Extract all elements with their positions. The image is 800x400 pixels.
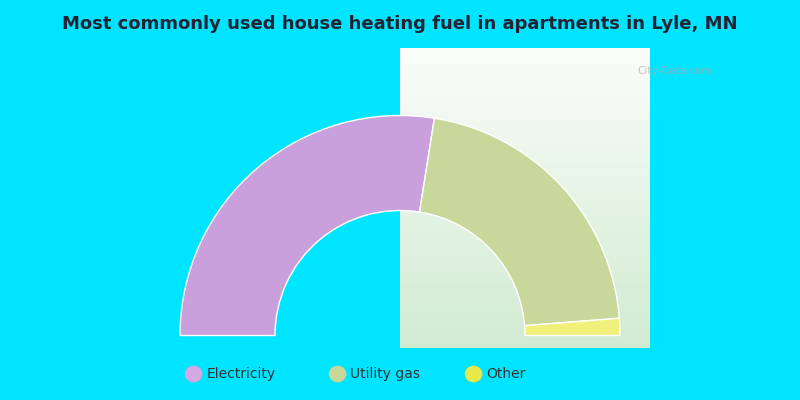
Bar [400, 52, 650, 56]
Bar [400, 138, 650, 142]
Ellipse shape [329, 366, 346, 382]
Ellipse shape [185, 366, 202, 382]
Bar [400, 310, 650, 314]
Bar [400, 176, 650, 179]
Bar [400, 213, 650, 217]
Bar [400, 322, 650, 326]
Bar [400, 134, 650, 138]
Bar [400, 318, 650, 322]
Bar [400, 314, 650, 318]
Text: Utility gas: Utility gas [350, 367, 421, 381]
Bar [400, 164, 650, 168]
Bar [400, 198, 650, 202]
Bar [400, 112, 650, 116]
Bar [400, 179, 650, 183]
Bar [400, 258, 650, 262]
Bar [400, 157, 650, 160]
Bar [400, 187, 650, 190]
Bar [400, 190, 650, 194]
Bar [400, 254, 650, 258]
Bar [400, 220, 650, 224]
Bar [400, 262, 650, 266]
Bar [400, 329, 650, 333]
Bar [400, 239, 650, 243]
Bar [400, 67, 650, 70]
Bar [400, 299, 650, 303]
Bar [400, 296, 650, 299]
Bar [400, 89, 650, 93]
Bar [400, 284, 650, 288]
Bar [400, 202, 650, 206]
Bar [400, 194, 650, 198]
Bar [400, 273, 650, 277]
Bar [400, 104, 650, 108]
Bar [400, 206, 650, 209]
Bar [400, 86, 650, 89]
Bar [400, 344, 650, 348]
Bar [400, 288, 650, 292]
Bar [400, 146, 650, 149]
Bar [400, 224, 650, 228]
Ellipse shape [465, 366, 482, 382]
Bar [400, 307, 650, 310]
Bar [400, 228, 650, 232]
Bar [400, 78, 650, 82]
Bar [400, 326, 650, 329]
Bar [400, 59, 650, 63]
Bar [400, 183, 650, 187]
Bar [400, 130, 650, 134]
Bar [400, 149, 650, 153]
Bar [400, 232, 650, 236]
Bar [400, 250, 650, 254]
Bar [400, 153, 650, 157]
Bar [400, 168, 650, 172]
Bar [400, 116, 650, 119]
Bar [400, 48, 650, 52]
Bar [400, 97, 650, 100]
Bar [400, 108, 650, 112]
Bar [400, 63, 650, 67]
Bar [400, 100, 650, 104]
Bar [400, 292, 650, 296]
Bar [400, 236, 650, 239]
Bar [400, 269, 650, 273]
Text: City-Data.com: City-Data.com [638, 66, 713, 76]
Bar [400, 70, 650, 74]
Bar [400, 209, 650, 213]
Bar [400, 74, 650, 78]
Bar [400, 333, 650, 337]
Text: Other: Other [486, 367, 526, 381]
Text: Most commonly used house heating fuel in apartments in Lyle, MN: Most commonly used house heating fuel in… [62, 15, 738, 33]
Bar [400, 337, 650, 340]
Bar [400, 247, 650, 250]
Bar [400, 123, 650, 127]
Bar [400, 160, 650, 164]
Bar [400, 172, 650, 176]
Bar [400, 277, 650, 280]
Wedge shape [419, 118, 619, 326]
Bar [400, 303, 650, 307]
Bar [400, 280, 650, 284]
Wedge shape [525, 318, 620, 336]
Text: Electricity: Electricity [206, 367, 275, 381]
Bar [400, 142, 650, 146]
Bar [400, 266, 650, 269]
Bar [400, 82, 650, 86]
Bar [400, 217, 650, 220]
Bar [400, 93, 650, 97]
Bar [400, 127, 650, 130]
Bar [400, 340, 650, 344]
Wedge shape [180, 116, 434, 336]
Bar [400, 119, 650, 123]
Bar [400, 56, 650, 59]
Bar [400, 243, 650, 247]
